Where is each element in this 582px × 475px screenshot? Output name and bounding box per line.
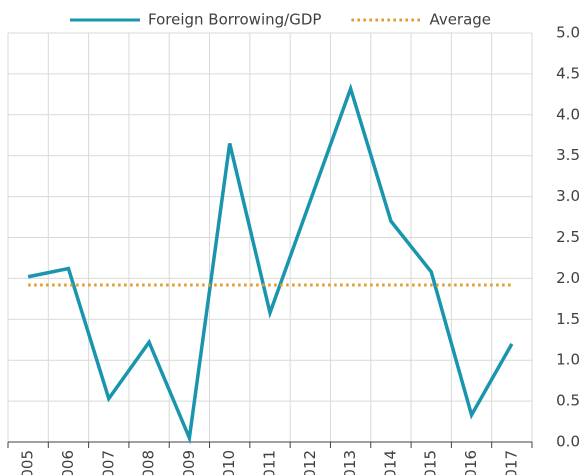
x-tick-label: 2005 — [19, 450, 37, 475]
x-tick-label: 2016 — [462, 450, 480, 475]
x-tick-label: 2014 — [381, 450, 399, 475]
y-tick-label: 4.5 — [556, 64, 580, 82]
x-tick-label: 2017 — [502, 450, 520, 475]
y-tick-label: 2.5 — [556, 228, 580, 246]
x-tick-label: 2007 — [99, 450, 117, 475]
x-tick-label: 2011 — [261, 450, 279, 475]
y-tick-label: 1.0 — [556, 351, 580, 369]
y-tick-label: 1.5 — [556, 310, 580, 328]
legend-label: Average — [429, 11, 491, 29]
line-series — [27, 83, 514, 445]
y-tick-label: 5.0 — [556, 24, 580, 42]
y-tick-label: 3.5 — [556, 146, 580, 164]
y-tick-label: 0.5 — [556, 392, 580, 410]
y-tick-label: 2.0 — [556, 269, 580, 287]
x-tick-label: 2013 — [341, 450, 359, 475]
x-tick-label: 2015 — [422, 450, 440, 475]
x-tick-label: 2006 — [59, 450, 77, 475]
y-tick-label: 3.0 — [556, 187, 580, 205]
x-tick-label: 2010 — [220, 450, 238, 475]
y-tick-label: 0.0 — [556, 433, 580, 451]
x-tick-label: 2009 — [180, 450, 198, 475]
legend-label: Foreign Borrowing/GDP — [148, 11, 321, 29]
x-tick-label: 2008 — [140, 450, 158, 475]
y-tick-label: 4.0 — [556, 105, 580, 123]
x-tick-label: 2012 — [301, 450, 319, 475]
